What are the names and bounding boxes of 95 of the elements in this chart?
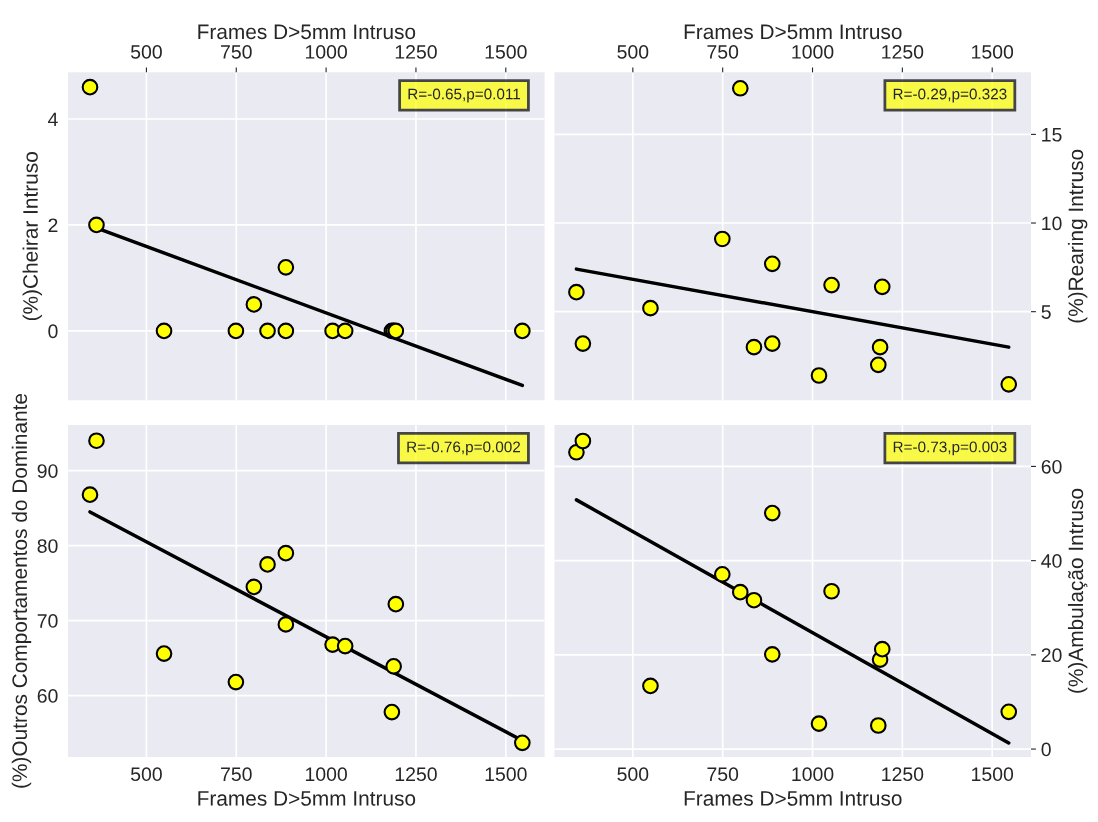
- x-tick-label: 1250: [882, 767, 924, 782]
- x2-tick-label: 750: [707, 45, 739, 59]
- annotation: R=-0.76,p=0.002: [407, 441, 521, 456]
- x2-tick-label: 500: [130, 45, 162, 59]
- point: [277, 259, 295, 276]
- point: [574, 432, 592, 450]
- y-tick-label: 90: [37, 464, 58, 478]
- point: [731, 583, 749, 601]
- point: [823, 276, 840, 294]
- point: [568, 283, 585, 301]
- point: [336, 637, 354, 655]
- point: [277, 322, 295, 340]
- point: [1000, 376, 1018, 393]
- y-tick-label: 80: [37, 539, 58, 553]
- x-tick-label: 1000: [792, 767, 834, 782]
- point: [259, 322, 276, 340]
- point: [81, 78, 99, 96]
- point: [514, 734, 531, 752]
- y-tick-label: 2: [48, 218, 58, 232]
- point: [81, 486, 99, 504]
- point: [810, 715, 828, 732]
- x-axis-title: Frames D>5mm Intruso: [684, 791, 902, 806]
- x-tick-label: 750: [221, 767, 252, 782]
- point: [385, 658, 402, 675]
- x2-tick-label: 1250: [882, 45, 924, 59]
- x-tick-label: 750: [707, 767, 739, 782]
- point: [383, 703, 401, 721]
- point: [277, 616, 295, 633]
- point: [88, 216, 105, 234]
- y2-axis-title: (%)Ambulação Intruso: [1067, 488, 1088, 693]
- y-axis-title: (%)Outros Comportamentos do Dominante: [11, 393, 32, 788]
- annotation: R=-0.65,p=0.011: [408, 88, 521, 103]
- point: [155, 322, 173, 340]
- point: [763, 646, 781, 663]
- x2-tick-label: 500: [617, 45, 649, 59]
- point: [259, 556, 276, 573]
- x-tick-label: 1250: [395, 767, 437, 782]
- point: [88, 432, 105, 450]
- point: [574, 335, 592, 352]
- y2-tick-label: 10: [1042, 216, 1062, 231]
- point: [873, 278, 891, 296]
- x2-tick-label: 750: [221, 45, 252, 59]
- x-tick-label: 1000: [305, 767, 347, 782]
- point: [514, 322, 531, 340]
- x2-tick-label: 1250: [395, 45, 437, 59]
- x2-tick-label: 1000: [305, 45, 347, 59]
- point: [642, 677, 659, 695]
- point: [155, 645, 173, 662]
- point: [869, 717, 887, 734]
- y-tick-label: 60: [37, 689, 58, 703]
- point: [387, 595, 405, 613]
- point: [873, 640, 891, 658]
- point: [823, 582, 840, 600]
- point: [763, 255, 781, 273]
- x-tick-label: 500: [617, 767, 649, 782]
- x2-tick-label: 1500: [485, 45, 527, 59]
- x-tick-label: 500: [130, 767, 162, 782]
- y2-tick-label: 5: [1041, 305, 1051, 319]
- y2-tick-label: 15: [1042, 128, 1062, 142]
- x-tick-label: 1500: [485, 767, 527, 782]
- point: [227, 322, 245, 340]
- y-tick-label: 4: [47, 112, 58, 127]
- y2-tick-label: 20: [1041, 648, 1062, 663]
- x2-tick-label: 1500: [972, 45, 1014, 59]
- point: [869, 356, 887, 374]
- point: [642, 299, 659, 317]
- point: [1000, 703, 1018, 721]
- point: [227, 673, 245, 691]
- annotation: R=-0.29,p=0.323: [893, 88, 1007, 103]
- y-axis-title: (%)Cheirar Intruso: [22, 152, 42, 321]
- x2-tick-label: 1000: [792, 45, 834, 59]
- point: [245, 296, 263, 313]
- y2-axis-title: (%)Rearing Intruso: [1067, 149, 1088, 323]
- x2-axis-title: Frames D>5mm Intruso: [198, 24, 416, 40]
- point: [713, 565, 731, 583]
- annotation: R=-0.73,p=0.003: [893, 441, 1007, 456]
- point: [745, 338, 763, 356]
- point: [245, 578, 263, 596]
- y-tick-label: 0: [48, 324, 58, 339]
- point: [336, 322, 354, 340]
- point: [810, 367, 828, 384]
- x-axis-title: Frames D>5mm Intruso: [198, 791, 416, 806]
- point: [713, 230, 731, 248]
- y-tick-label: 70: [37, 614, 58, 628]
- y2-tick-label: 0: [1041, 742, 1051, 757]
- x2-axis-title: Frames D>5mm Intruso: [684, 24, 902, 40]
- point: [745, 591, 763, 609]
- y2-tick-label: 60: [1041, 459, 1062, 474]
- y2-tick-label: 40: [1041, 554, 1062, 568]
- point: [731, 79, 749, 97]
- x-tick-label: 1500: [972, 767, 1014, 782]
- point: [871, 338, 889, 356]
- point: [277, 544, 295, 562]
- point: [763, 335, 781, 352]
- point: [763, 504, 781, 522]
